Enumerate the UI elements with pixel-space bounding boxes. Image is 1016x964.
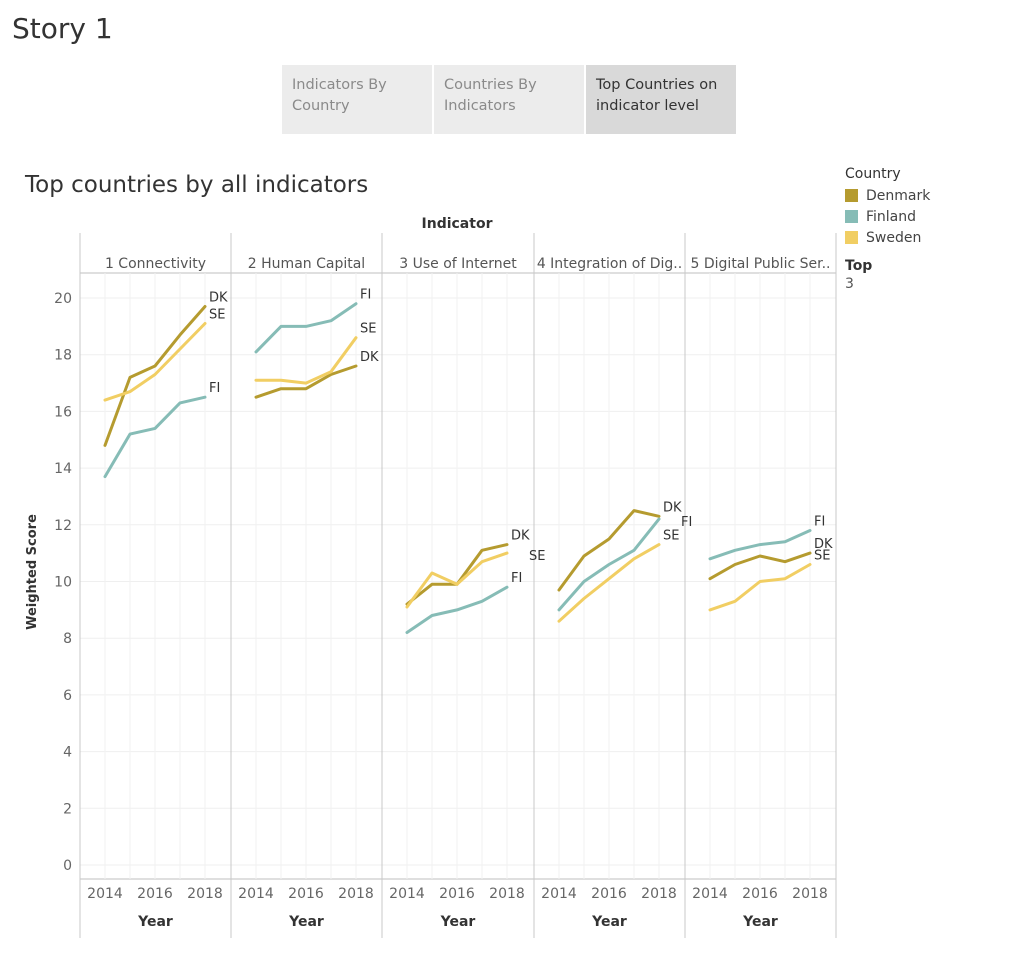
x-tick-label: 2016 xyxy=(742,886,778,902)
legend-label: Finland xyxy=(866,208,917,225)
y-tick-label: 8 xyxy=(63,631,72,647)
series-line-sweden xyxy=(405,551,509,609)
x-tick-label: 2014 xyxy=(238,886,274,902)
end-label: SE xyxy=(360,322,376,337)
series-line-sweden xyxy=(557,543,661,623)
legend-swatch-finland xyxy=(845,210,858,223)
series-line-sweden xyxy=(254,336,358,385)
top-filter[interactable]: Top 3 xyxy=(845,258,872,292)
end-label: DK xyxy=(511,529,530,544)
story-title: Story 1 xyxy=(12,12,113,45)
x-tick-label: 2014 xyxy=(541,886,577,902)
panel-header: 5 Digital Public Ser.. xyxy=(691,256,831,272)
end-label: SE xyxy=(663,529,679,544)
series-line-finland xyxy=(254,302,358,354)
x-tick-label: 2018 xyxy=(792,886,828,902)
x-tick-label: 2018 xyxy=(338,886,374,902)
x-axis-label: Year xyxy=(288,914,324,930)
country-legend: Country Denmark Finland Sweden xyxy=(845,166,930,248)
series-line-denmark xyxy=(254,364,358,399)
x-axis-label: Year xyxy=(137,914,173,930)
end-label: FI xyxy=(511,571,522,586)
y-tick-label: 4 xyxy=(63,745,72,761)
x-tick-label: 2014 xyxy=(692,886,728,902)
x-tick-label: 2014 xyxy=(389,886,425,902)
y-tick-label: 14 xyxy=(54,461,72,477)
y-tick-label: 20 xyxy=(54,291,72,307)
x-tick-label: 2014 xyxy=(87,886,123,902)
legend-label: Denmark xyxy=(866,187,931,204)
tab-top-countries[interactable]: Top Countries on indicator level xyxy=(586,65,736,134)
series-line-finland xyxy=(557,517,661,612)
y-tick-label: 18 xyxy=(54,348,72,364)
panel-header: 4 Integration of Dig.. xyxy=(537,256,682,272)
tab-countries-by-indicators[interactable]: Countries By Indicators xyxy=(434,65,584,134)
panel-header: 3 Use of Internet xyxy=(399,256,517,272)
column-header: Indicator xyxy=(422,216,493,232)
y-tick-label: 6 xyxy=(63,688,72,704)
y-tick-label: 16 xyxy=(54,404,72,420)
x-axis-label: Year xyxy=(440,914,476,930)
legend-title: Country xyxy=(845,166,901,182)
end-label: DK xyxy=(209,291,228,306)
y-tick-label: 10 xyxy=(54,575,72,591)
panel-header: 1 Connectivity xyxy=(105,256,206,272)
legend-swatch-denmark xyxy=(845,189,858,202)
sheet-title: Top countries by all indicators xyxy=(25,172,369,198)
series-line-denmark xyxy=(103,305,207,447)
x-tick-label: 2016 xyxy=(288,886,324,902)
series-line-sweden xyxy=(103,322,207,402)
series-line-finland xyxy=(103,395,207,479)
x-tick-label: 2016 xyxy=(439,886,475,902)
end-label: SE xyxy=(209,308,225,323)
series-line-finland xyxy=(405,585,509,634)
end-label: FI xyxy=(360,288,371,303)
y-tick-label: 0 xyxy=(63,858,72,874)
end-label: DK xyxy=(663,500,682,515)
x-tick-label: 2016 xyxy=(591,886,627,902)
x-tick-label: 2016 xyxy=(137,886,173,902)
end-label: DK xyxy=(814,537,833,552)
legend-swatch-sweden xyxy=(845,231,858,244)
series-line-denmark xyxy=(708,551,812,581)
x-tick-label: 2018 xyxy=(641,886,677,902)
legend-label: Sweden xyxy=(866,229,922,246)
tab-indicators-by-country[interactable]: Indicators By Country xyxy=(282,65,432,134)
story-tabs: Indicators By Country Countries By Indic… xyxy=(282,65,738,134)
legend-item-sweden[interactable]: Sweden xyxy=(845,227,930,248)
end-label: FI xyxy=(681,515,692,530)
y-tick-label: 12 xyxy=(54,518,72,534)
x-tick-label: 2018 xyxy=(187,886,223,902)
legend-item-denmark[interactable]: Denmark xyxy=(845,185,930,206)
end-label: DK xyxy=(360,350,379,365)
x-axis-label: Year xyxy=(591,914,627,930)
y-tick-label: 2 xyxy=(63,801,72,817)
panel-header: 2 Human Capital xyxy=(248,256,365,272)
end-label: FI xyxy=(209,381,220,396)
series-line-denmark xyxy=(557,509,661,592)
top-filter-value: 3 xyxy=(845,276,854,292)
legend-item-finland[interactable]: Finland xyxy=(845,206,930,227)
end-label: SE xyxy=(814,548,830,563)
end-label: SE xyxy=(529,549,545,564)
series-line-sweden xyxy=(708,563,812,612)
end-label: FI xyxy=(814,514,825,529)
series-line-finland xyxy=(708,529,812,561)
x-tick-label: 2018 xyxy=(489,886,525,902)
x-axis-label: Year xyxy=(742,914,778,930)
y-axis-label: Weighted Score xyxy=(25,514,40,630)
top-filter-title: Top xyxy=(845,258,873,274)
